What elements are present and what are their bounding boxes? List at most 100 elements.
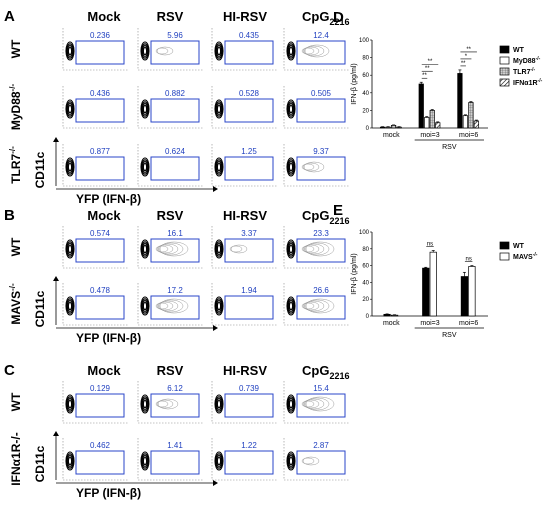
flow-plot: 1.94 bbox=[211, 283, 278, 326]
y-tick-label: 100 bbox=[359, 38, 370, 44]
flow-row: WT 0.236 5.96 0.435 12.4 bbox=[9, 28, 350, 71]
population-contour bbox=[215, 101, 223, 117]
flow-plot: 6.12 bbox=[137, 381, 204, 424]
positive-population-contour bbox=[301, 457, 315, 465]
column-header: HI-RSV bbox=[223, 9, 267, 24]
positive-population-contour bbox=[303, 398, 325, 410]
positive-population-contour bbox=[159, 298, 189, 314]
gate-percentage: 6.12 bbox=[167, 384, 183, 393]
flow-plot: 0.877 bbox=[62, 144, 129, 187]
population-contour bbox=[216, 244, 222, 254]
yfp-gate bbox=[296, 156, 346, 181]
bar bbox=[457, 73, 463, 129]
positive-population-contour bbox=[303, 243, 325, 255]
population-contour bbox=[67, 244, 73, 254]
population-contour bbox=[142, 103, 148, 115]
positive-population-contour bbox=[157, 300, 179, 312]
column-header-subscript: 2216 bbox=[329, 371, 349, 381]
row-label-main: MAVS bbox=[9, 291, 23, 325]
row-label-main: WT bbox=[9, 392, 23, 411]
population-contour bbox=[287, 159, 295, 175]
flow-plot: 0.624 bbox=[137, 144, 204, 187]
positive-population-contour bbox=[302, 456, 320, 466]
population-contour bbox=[288, 300, 294, 312]
row-label-superscript: -/- bbox=[8, 283, 17, 291]
flow-plot: 9.37 bbox=[283, 144, 350, 187]
yfp-gate bbox=[296, 295, 346, 320]
population-contour bbox=[65, 296, 75, 316]
population-contour bbox=[286, 394, 296, 414]
population-contour bbox=[65, 157, 75, 177]
gate-percentage: 0.435 bbox=[239, 31, 260, 40]
population-contour bbox=[286, 41, 296, 61]
positive-population-contour bbox=[302, 162, 320, 172]
population-contour bbox=[67, 456, 73, 466]
bar bbox=[390, 125, 397, 129]
x-tick-label: moi=6 bbox=[459, 320, 478, 327]
y-arrow-head bbox=[53, 276, 59, 281]
positive-population-contour bbox=[302, 399, 320, 409]
yfp-gate bbox=[224, 295, 274, 320]
significance-label: ** bbox=[425, 66, 430, 72]
positive-population-contour bbox=[230, 244, 248, 254]
positive-population-contour bbox=[302, 301, 320, 311]
panel-letter: C bbox=[4, 362, 15, 379]
yfp-gate bbox=[224, 450, 274, 475]
gate-percentage: 0.882 bbox=[165, 89, 186, 98]
axis-label-cd11c: CD11c bbox=[33, 445, 47, 482]
bar bbox=[396, 126, 402, 129]
population-contour bbox=[288, 46, 294, 56]
population-contour bbox=[286, 99, 296, 119]
positive-population-contour bbox=[302, 244, 320, 254]
population-contour bbox=[287, 43, 295, 59]
positive-population-contour bbox=[156, 46, 174, 56]
bar bbox=[435, 122, 441, 129]
population-contour bbox=[287, 453, 295, 469]
population-contour bbox=[216, 300, 222, 312]
population-contour bbox=[142, 104, 148, 114]
gate-percentage: 0.877 bbox=[90, 147, 111, 156]
flow-plot: 0.739 bbox=[211, 381, 278, 424]
population-contour bbox=[287, 241, 295, 257]
positive-population-contour bbox=[301, 302, 315, 310]
flow-row: WT 0.129 6.12 0.739 15.4 bbox=[9, 381, 350, 424]
positive-population-contour bbox=[155, 400, 169, 408]
legend-label: TLR7-/- bbox=[513, 67, 536, 76]
bar bbox=[462, 115, 469, 129]
significance-label: ** bbox=[466, 47, 471, 53]
flow-plot: 0.462 bbox=[62, 438, 129, 481]
population-contour bbox=[216, 455, 222, 467]
population-contour bbox=[216, 162, 222, 172]
population-contour bbox=[66, 101, 74, 117]
y-arrow-head bbox=[53, 137, 59, 142]
gate-percentage: 0.574 bbox=[90, 229, 111, 238]
population-contour bbox=[214, 41, 224, 61]
y-tick-label: 0 bbox=[366, 314, 370, 320]
flow-plot: 3.37 bbox=[211, 226, 278, 269]
gate-percentage: 0.478 bbox=[90, 286, 111, 295]
positive-population-contour bbox=[303, 300, 325, 312]
gate-percentage: 0.528 bbox=[239, 89, 260, 98]
gate-percentage: 0.236 bbox=[90, 31, 111, 40]
gate-percentage: 0.624 bbox=[165, 147, 186, 156]
panel-letter: A bbox=[4, 8, 15, 25]
axis-label-cd11c: CD11c bbox=[33, 290, 47, 327]
column-header: CpG2216 bbox=[302, 208, 349, 226]
row-label: WT bbox=[9, 39, 23, 58]
population-contour bbox=[288, 103, 294, 115]
y-tick-label: 20 bbox=[362, 108, 369, 114]
positive-population-contour bbox=[159, 241, 189, 257]
population-contour bbox=[67, 45, 73, 57]
x-tick-label: moi=3 bbox=[420, 320, 439, 327]
population-contour bbox=[142, 162, 148, 172]
yfp-gate bbox=[150, 238, 200, 263]
yfp-gate bbox=[150, 98, 200, 123]
yfp-gate bbox=[296, 238, 346, 263]
population-contour bbox=[215, 396, 223, 412]
population-contour bbox=[141, 453, 149, 469]
positive-population-contour bbox=[158, 299, 184, 313]
population-contour bbox=[67, 162, 73, 172]
flow-plot: 2.87 bbox=[283, 438, 350, 481]
population-contour bbox=[141, 159, 149, 175]
